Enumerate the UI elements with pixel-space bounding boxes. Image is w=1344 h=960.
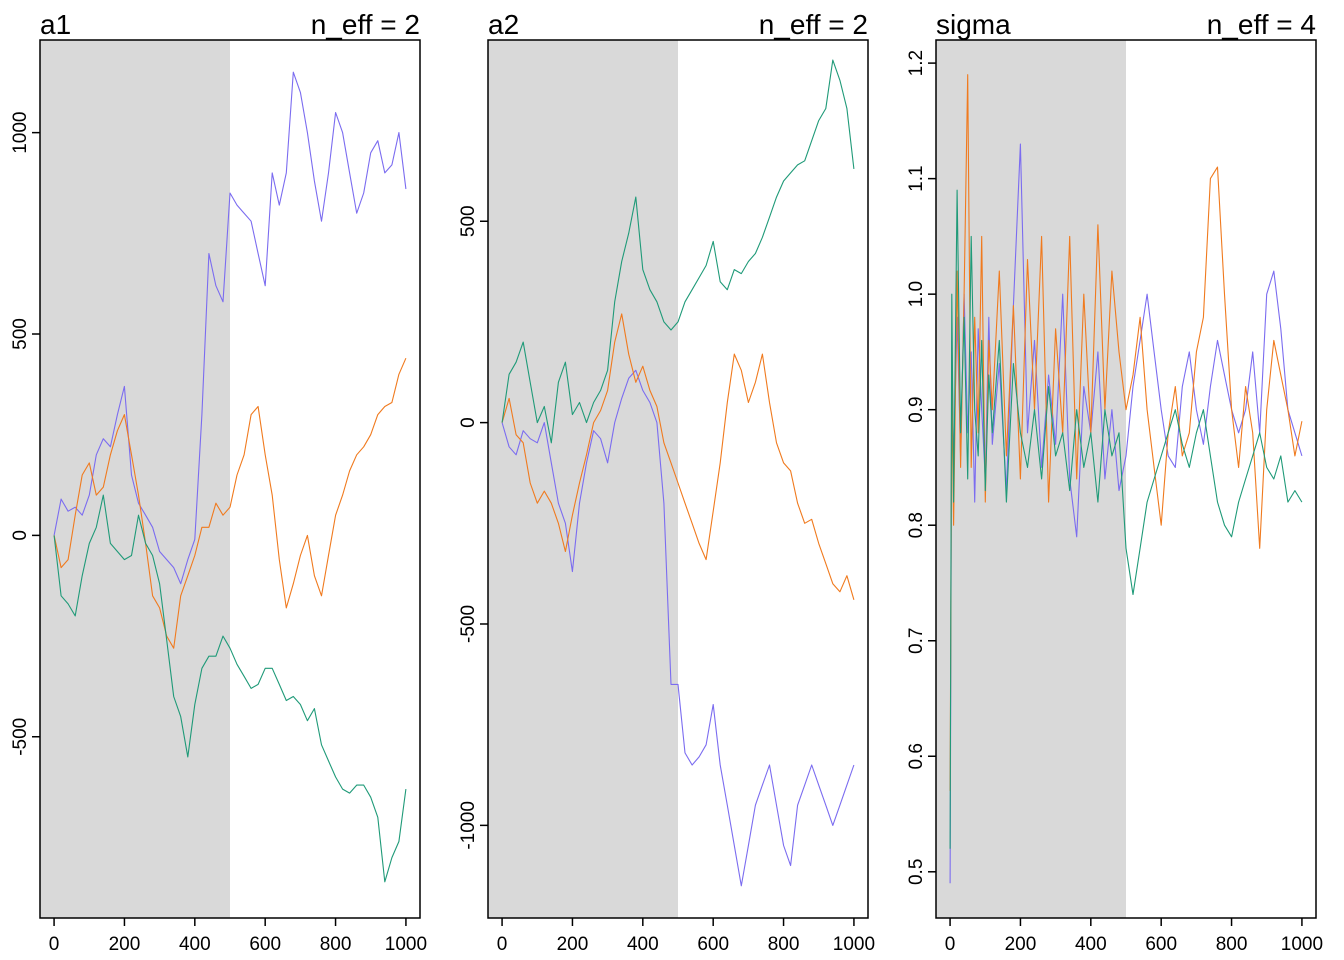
warmup-region bbox=[40, 40, 230, 918]
y-tick-label: 1.0 bbox=[906, 281, 927, 307]
trace-line-chain-2 bbox=[501, 313, 855, 600]
x-tick-label: 400 bbox=[1075, 934, 1107, 955]
y-tick-label: 1000 bbox=[10, 111, 31, 153]
x-tick-label: 400 bbox=[627, 934, 659, 955]
x-tick-label: 1000 bbox=[833, 934, 875, 955]
y-tick-label: 0.8 bbox=[906, 512, 927, 538]
x-tick-label: 600 bbox=[697, 934, 729, 955]
x-tick-label: 800 bbox=[768, 934, 800, 955]
panel-title: a1 bbox=[40, 9, 71, 40]
y-tick-label: 0 bbox=[10, 530, 31, 541]
x-tick-label: 400 bbox=[179, 934, 211, 955]
x-tick-label: 200 bbox=[1005, 934, 1037, 955]
n-eff-annotation: n_eff = 4 bbox=[1207, 9, 1316, 40]
trace-line-chain-3 bbox=[53, 494, 407, 883]
trace-panel-a1: a1 n_eff = 2 0 200 400 600 800 1000 -500 0 500 10… bbox=[10, 9, 427, 955]
y-tick-label: -500 bbox=[458, 605, 479, 643]
y-tick-label: 0.6 bbox=[906, 743, 927, 769]
y-tick-label: 0.5 bbox=[906, 859, 927, 885]
x-tick-label: 600 bbox=[1145, 934, 1177, 955]
x-tick-label: 1000 bbox=[385, 934, 427, 955]
y-tick-label: 0 bbox=[458, 417, 479, 428]
y-tick-label: 500 bbox=[10, 318, 31, 350]
trace-line-chain-3 bbox=[501, 59, 855, 444]
trace-panel-a2: a2 n_eff = 2 0 200 400 600 800 1000 -1000 -500 0… bbox=[458, 9, 875, 955]
trace-line-chain-1 bbox=[949, 143, 1303, 884]
panel-title: sigma bbox=[936, 9, 1011, 40]
x-tick-label: 0 bbox=[49, 934, 60, 955]
warmup-region bbox=[936, 40, 1126, 918]
n-eff-annotation: n_eff = 2 bbox=[311, 9, 420, 40]
x-tick-label: 200 bbox=[109, 934, 141, 955]
y-tick-label: 0.9 bbox=[906, 396, 927, 422]
y-tick-label: 0.7 bbox=[906, 628, 927, 654]
plot-frame bbox=[39, 39, 421, 919]
plot-frame bbox=[487, 39, 869, 919]
x-tick-label: 200 bbox=[557, 934, 589, 955]
x-tick-label: 800 bbox=[320, 934, 352, 955]
trace-line-chain-1 bbox=[501, 369, 855, 887]
y-tick-label: 500 bbox=[458, 205, 479, 237]
trace-line-chain-2 bbox=[949, 74, 1303, 791]
plot-frame bbox=[935, 39, 1317, 919]
y-tick-label: 1.1 bbox=[906, 165, 927, 191]
panel-title: a2 bbox=[488, 9, 519, 40]
x-tick-label: 600 bbox=[249, 934, 281, 955]
y-tick-label: -1000 bbox=[458, 801, 479, 850]
x-tick-label: 800 bbox=[1216, 934, 1248, 955]
trace-line-chain-2 bbox=[53, 357, 407, 649]
trace-line-chain-1 bbox=[53, 71, 407, 585]
x-tick-label: 1000 bbox=[1281, 934, 1323, 955]
y-tick-label: -500 bbox=[10, 718, 31, 756]
y-tick-label: 1.2 bbox=[906, 50, 927, 76]
warmup-region bbox=[488, 40, 678, 918]
n-eff-annotation: n_eff = 2 bbox=[759, 9, 868, 40]
trace-line-chain-3 bbox=[949, 189, 1303, 849]
x-tick-label: 0 bbox=[497, 934, 508, 955]
trace-panel-sigma: sigma n_eff = 4 0 200 400 600 800 1000 0.5 0.6 0… bbox=[906, 9, 1323, 955]
x-tick-label: 0 bbox=[945, 934, 956, 955]
